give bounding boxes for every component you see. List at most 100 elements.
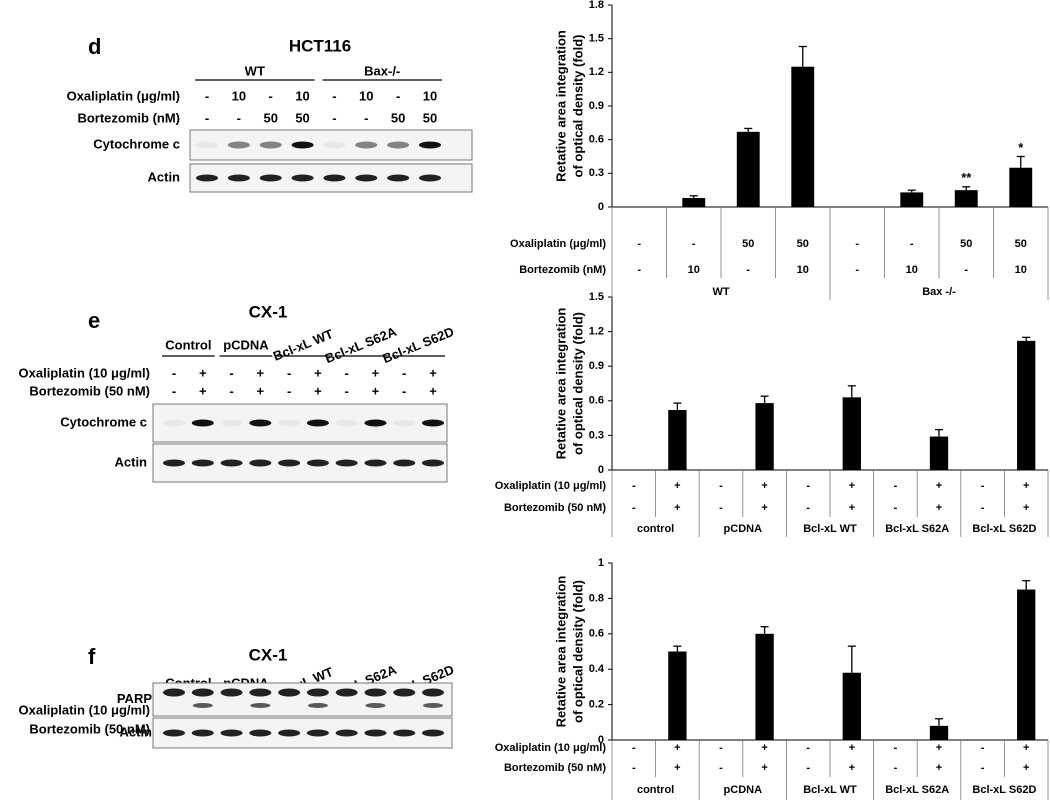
panel-letter: e (88, 308, 100, 333)
row-cell: - (910, 238, 914, 250)
row-cell: + (1023, 762, 1029, 774)
bar (736, 131, 760, 207)
row-cell: - (237, 110, 241, 125)
blot-band (422, 688, 444, 697)
blot-band (393, 729, 416, 737)
group-label: Bcl-xL S62A (885, 784, 949, 796)
row-cell: - (229, 365, 233, 380)
row-cell: - (364, 110, 368, 125)
group-label: Bcl-xL S62A (885, 523, 949, 535)
blot-band (419, 141, 441, 149)
row-cell: + (674, 502, 680, 514)
row-cell: - (719, 742, 723, 754)
row-cell: 10 (295, 88, 309, 103)
row-cell: - (269, 88, 273, 103)
row-cell: + (314, 383, 322, 398)
row-cell: + (199, 365, 207, 380)
blot-band (387, 174, 410, 182)
blot-band (335, 459, 358, 467)
bar (1017, 589, 1036, 740)
blot-band (306, 419, 329, 427)
blot-band (227, 174, 250, 182)
row-cell: - (719, 480, 723, 492)
blot-band (227, 141, 250, 149)
blot-band (364, 459, 387, 467)
group-label: Bcl-xL WT (803, 784, 857, 796)
row-cell: 50 (423, 110, 437, 125)
bar (791, 66, 815, 207)
panel-title: CX-1 (249, 302, 288, 321)
y-axis-label: of optical density (fold) (570, 580, 585, 723)
blot-label: Actin (120, 724, 153, 739)
blot-band (393, 459, 416, 467)
bar (842, 397, 861, 470)
blot-label: PARP (117, 691, 152, 706)
blot-band (250, 703, 271, 708)
row-cell: - (964, 264, 968, 276)
row-cell: - (806, 480, 810, 492)
row-cell: - (894, 742, 898, 754)
row-label: Bortezomib (50 nM) (504, 762, 606, 774)
blot-band (191, 419, 214, 427)
row-cell: - (344, 383, 348, 398)
blot-band (364, 688, 387, 697)
row-cell: - (746, 264, 750, 276)
row-label: Oxaliplatin (10 μg/ml) (19, 702, 150, 717)
row-label: Oxaliplatin (10 μg/ml) (495, 742, 607, 754)
blot-label: Actin (148, 169, 181, 184)
blot-band (306, 729, 329, 737)
row-cell: - (806, 502, 810, 514)
y-tick-label: 0 (598, 734, 604, 746)
row-label: Oxaliplatin (10 μg/ml) (19, 365, 150, 380)
panel-title: CX-1 (249, 645, 288, 664)
row-cell: + (1023, 502, 1029, 514)
panel-title: HCT116 (289, 36, 351, 55)
bar (755, 633, 774, 740)
row-cell: 10 (423, 88, 437, 103)
bar (929, 436, 949, 470)
row-cell: - (172, 365, 176, 380)
panel-letter: d (88, 34, 101, 59)
row-cell: - (205, 110, 209, 125)
row-cell: 50 (263, 110, 277, 125)
y-axis-label: of optical density (fold) (570, 35, 585, 178)
bar (755, 403, 774, 470)
group-label: Bax -/- (922, 286, 956, 298)
row-cell: + (674, 480, 680, 492)
blot-frame (152, 682, 453, 717)
row-cell: + (199, 383, 207, 398)
row-cell: - (344, 365, 348, 380)
blot-band (163, 419, 185, 427)
y-tick-label: 0.3 (589, 429, 604, 441)
significance-mark: ** (961, 170, 972, 185)
row-cell: - (402, 365, 406, 380)
y-tick-label: 1 (598, 557, 604, 569)
row-cell: - (287, 365, 291, 380)
row-cell: + (849, 742, 855, 754)
blot-band (419, 174, 441, 182)
row-cell: - (855, 238, 859, 250)
bar (1017, 340, 1036, 470)
y-tick-label: 0.6 (589, 134, 604, 146)
row-cell: - (332, 88, 336, 103)
row-cell: 10 (688, 264, 700, 276)
blot-band (249, 688, 272, 697)
row-cell: - (396, 88, 400, 103)
blot-band (191, 729, 214, 737)
blot-band (278, 729, 301, 737)
row-cell: + (761, 502, 767, 514)
blot-band (220, 729, 243, 737)
blot-band (387, 141, 410, 149)
row-cell: - (637, 238, 641, 250)
blot-band (323, 174, 346, 182)
blot-band (393, 688, 416, 697)
blot-band (422, 729, 444, 737)
row-label: Bortezomib (50 nM) (29, 721, 150, 736)
group-label: Bcl-xL WT (803, 523, 857, 535)
row-label: Bortezomib (50 nM) (504, 502, 606, 514)
blot-band (220, 419, 243, 427)
blot-band (365, 703, 386, 708)
row-cell: + (429, 365, 437, 380)
row-cell: 10 (797, 264, 809, 276)
